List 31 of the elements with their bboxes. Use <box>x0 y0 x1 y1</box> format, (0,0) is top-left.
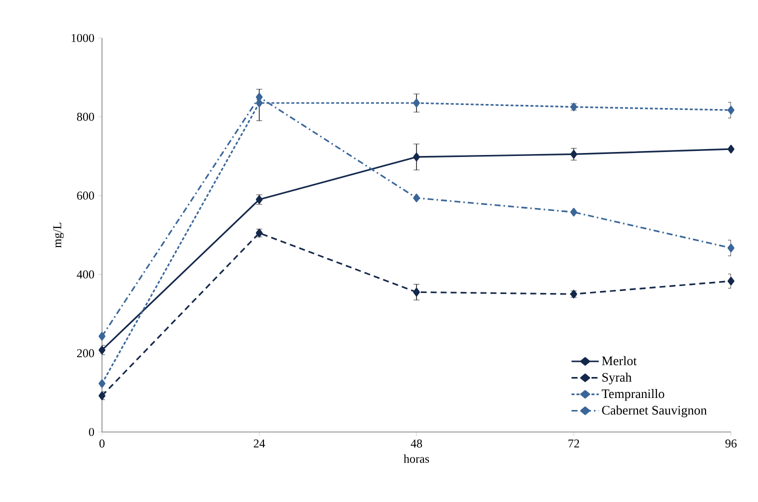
point <box>728 144 734 154</box>
point <box>413 288 420 296</box>
x-tick-label: 72 <box>568 440 580 448</box>
point <box>570 150 578 159</box>
y-axis-title: mg/L <box>53 222 64 248</box>
point <box>413 194 420 202</box>
y-tick-label: 1000 <box>72 34 94 42</box>
y-tick-label: 600 <box>77 192 94 200</box>
point <box>98 391 106 400</box>
x-tick-label: 48 <box>410 440 422 448</box>
legend-label: Syrah <box>602 372 632 384</box>
point <box>728 276 734 286</box>
y-tick-label: 200 <box>77 349 94 358</box>
point <box>728 244 734 252</box>
point <box>98 346 106 354</box>
y-tick-label: 400 <box>76 270 94 278</box>
y-tick-label: 0 <box>88 428 94 436</box>
y-tick-label: 800 <box>77 112 94 121</box>
point <box>413 98 420 108</box>
x-tick-label: 24 <box>254 440 266 448</box>
x-tick-label: 0 <box>99 440 105 448</box>
legend-label: Cabernet Sauvignon <box>602 406 707 418</box>
point <box>728 106 734 114</box>
x-axis-title: horas <box>404 454 430 463</box>
point <box>98 332 106 341</box>
point <box>570 208 578 216</box>
legend-label: Tempranillo <box>602 389 664 401</box>
point <box>98 379 106 388</box>
x-tick-label: 96 <box>725 440 737 448</box>
legend-label: Merlot <box>602 356 637 366</box>
point <box>413 152 420 162</box>
